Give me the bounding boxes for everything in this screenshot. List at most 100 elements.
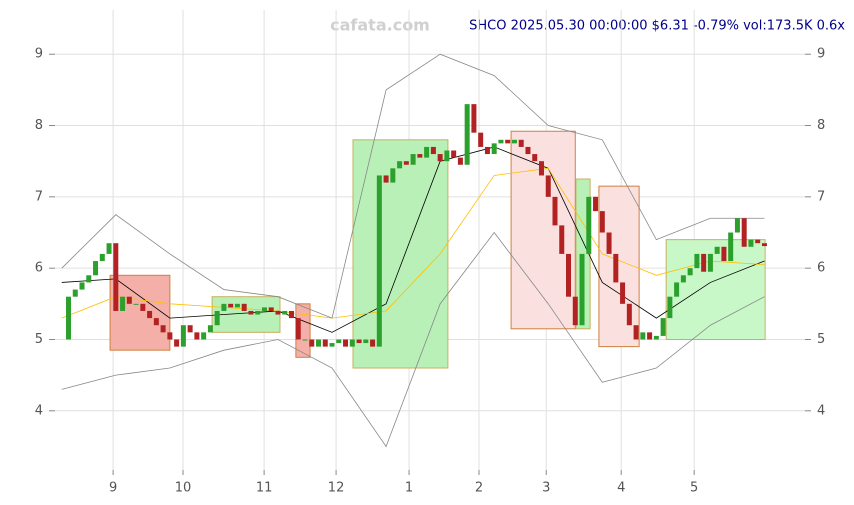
candle: [390, 168, 396, 183]
indicator-line: [61, 146, 765, 333]
candle: [282, 310, 288, 315]
candle: [147, 310, 153, 319]
candle: [457, 157, 463, 165]
x-tick-label: 3: [542, 481, 550, 496]
range-box: [598, 185, 640, 348]
candle: [309, 339, 315, 347]
candle: [680, 275, 686, 283]
candle: [410, 154, 416, 165]
candle: [133, 303, 139, 305]
candle: [761, 243, 767, 247]
candle: [93, 261, 99, 276]
candle: [559, 225, 565, 254]
candle: [721, 246, 727, 262]
y-tick-label: 5: [817, 332, 825, 347]
candle: [741, 218, 747, 247]
candle: [674, 282, 680, 297]
candle: [370, 339, 376, 347]
indicator-line: [61, 231, 765, 448]
candle: [356, 339, 362, 344]
candle: [72, 289, 78, 297]
candle: [241, 303, 247, 311]
candle: [728, 232, 734, 262]
candle: [579, 253, 585, 326]
y-tick-label: 9: [35, 47, 43, 62]
y-tick-label: 9: [817, 47, 825, 62]
candle: [255, 310, 261, 315]
x-tick-label: 12: [328, 481, 345, 496]
candle: [633, 325, 639, 340]
candle: [329, 343, 335, 347]
candle: [120, 296, 126, 311]
candle: [221, 303, 227, 311]
y-tick-label: 4: [817, 403, 825, 418]
candle: [261, 307, 267, 311]
candle: [613, 253, 619, 283]
candle: [79, 282, 85, 290]
candle: [234, 303, 240, 308]
range-box: [352, 139, 449, 369]
indicator-line: [61, 167, 765, 319]
candle: [126, 296, 132, 304]
candle: [248, 310, 254, 315]
x-tick-label: 11: [256, 481, 273, 496]
candle: [228, 303, 234, 308]
candle: [511, 139, 517, 144]
candle: [430, 146, 436, 155]
range-box: [665, 239, 766, 340]
candle: [593, 196, 599, 212]
candle: [268, 307, 274, 311]
candle: [99, 253, 105, 262]
candle: [714, 246, 720, 254]
candle: [694, 253, 700, 269]
candle: [626, 303, 632, 326]
watermark: cafata.com: [330, 16, 430, 35]
candle: [606, 232, 612, 254]
candle: [376, 175, 382, 347]
candle: [451, 150, 457, 158]
candle: [66, 296, 72, 340]
candle: [437, 154, 443, 162]
candle: [586, 196, 592, 254]
candle: [505, 139, 511, 144]
candle: [207, 325, 213, 333]
candle: [491, 143, 497, 155]
candle: [484, 146, 490, 155]
candle: [734, 218, 740, 233]
candle: [363, 339, 369, 344]
x-tick-label: 2: [475, 481, 483, 496]
candle: [201, 332, 207, 340]
candle: [140, 303, 146, 311]
candle: [552, 196, 558, 226]
candle: [214, 310, 220, 326]
candle: [660, 318, 666, 336]
y-tick-label: 8: [817, 118, 825, 133]
y-tick-label: 7: [35, 189, 43, 204]
candle: [566, 253, 572, 297]
candle: [349, 339, 355, 347]
candle: [640, 332, 646, 340]
x-tick-label: 4: [617, 481, 625, 496]
candle: [525, 146, 531, 155]
candle: [106, 243, 112, 254]
candle: [755, 239, 761, 244]
candle: [687, 268, 693, 276]
candle: [518, 139, 524, 147]
candle: [599, 211, 605, 233]
candle: [113, 243, 119, 311]
x-tick-label: 10: [175, 481, 192, 496]
candle: [667, 296, 673, 319]
candle: [532, 154, 538, 162]
candle: [275, 310, 281, 315]
x-tick-label: 1: [405, 481, 413, 496]
x-tick-label: 5: [690, 481, 698, 496]
candle: [302, 339, 308, 341]
candle: [538, 161, 544, 176]
candle: [403, 161, 409, 165]
candle: [174, 339, 180, 347]
indicator-line: [61, 53, 765, 319]
candle: [464, 104, 470, 165]
candle: [160, 325, 166, 333]
